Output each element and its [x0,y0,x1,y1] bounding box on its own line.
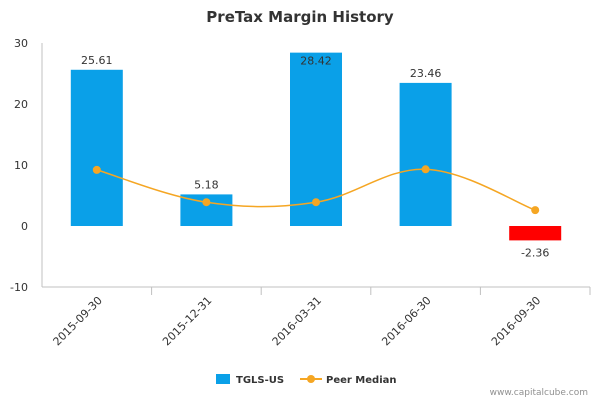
y-tick-label: 10 [14,159,28,172]
line-point [312,198,320,207]
y-tick-label: 0 [21,220,28,233]
line-point [92,165,101,174]
bar [290,52,342,226]
credit-text: www.capitalcube.com [490,388,588,398]
plot-area: 30 20 10 0 -10 2015-09-30 2015-12-31 2016-03-31… [10,37,591,348]
legend-label-peer-median: Peer Median [326,375,397,386]
bar [509,226,562,241]
chart-title: PreTax Margin History [206,8,394,26]
x-tick-label: 2016-09-30 [489,294,543,348]
bar [399,82,452,226]
x-tick-label: 2015-12-31 [160,294,214,348]
x-tick-label: 2016-03-31 [270,294,324,348]
y-tick-label: 30 [14,37,28,50]
y-tick-label: -10 [10,281,28,294]
data-label: 5.18 [194,178,219,191]
data-label: 23.46 [410,67,442,80]
x-tick-label: 2015-09-30 [51,294,105,348]
data-label: 25.61 [81,54,113,67]
bar [70,69,123,227]
legend-label-tgls: TGLS-US [236,375,284,386]
data-label: -2.36 [521,246,549,259]
y-tick-label: 20 [14,98,28,111]
legend-swatch-peer-median-marker [307,375,315,383]
line-point [202,198,211,207]
line-point [421,165,430,174]
x-tick-label: 2016-06-30 [379,294,433,348]
legend: TGLS-US Peer Median [216,374,397,386]
data-label: 28.42 [300,55,332,68]
line-point [531,206,540,215]
legend-swatch-tgls [216,374,230,384]
